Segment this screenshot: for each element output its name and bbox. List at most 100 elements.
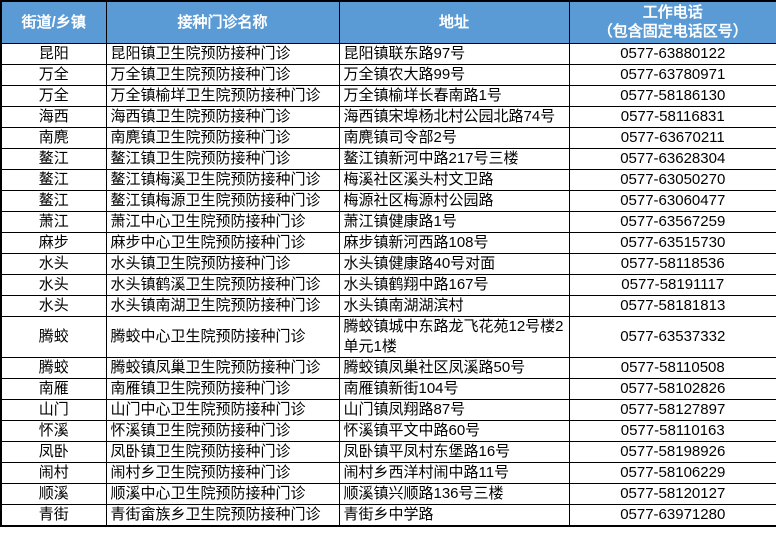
cell-address: 万全镇农大路99号 [338, 63, 570, 86]
cell-town: 水头 [0, 273, 107, 296]
cell-address: 山门镇凤翔路87号 [338, 398, 570, 421]
cell-address: 梅溪社区溪头村文卫路 [338, 168, 570, 191]
cell-address: 鳌江镇新河中路217号三楼 [338, 147, 570, 170]
table-row: 南麂 南麂镇卫生院预防接种门诊 南麂镇司令部2号 0577-63670211 [0, 126, 776, 149]
table-row: 万全 万全镇榆垟卫生院预防接种门诊 万全镇榆垟长春南路1号 0577-58186… [0, 84, 776, 107]
table-row: 腾蛟 腾蛟中心卫生院预防接种门诊 腾蛟镇城中东路龙飞花苑12号楼2单元1楼 05… [0, 315, 776, 358]
cell-town: 鳌江 [0, 168, 107, 191]
cell-phone: 0577-63670211 [568, 126, 776, 149]
cell-town: 萧江 [0, 210, 107, 233]
cell-clinic: 麻步中心卫生院预防接种门诊 [105, 231, 340, 254]
table-row: 水头 水头镇卫生院预防接种门诊 水头镇健康路40号对面 0577-5811853… [0, 252, 776, 275]
cell-town: 山门 [0, 398, 107, 421]
cell-phone: 0577-58198926 [568, 440, 776, 463]
cell-phone: 0577-58116831 [568, 105, 776, 128]
cell-clinic: 鳌江镇梅源卫生院预防接种门诊 [105, 189, 340, 212]
cell-clinic: 万全镇卫生院预防接种门诊 [105, 63, 340, 86]
cell-clinic: 水头镇南湖卫生院预防接种门诊 [105, 294, 340, 317]
table-body: 昆阳 昆阳镇卫生院预防接种门诊 昆阳镇联东路97号 0577-63880122 … [0, 42, 776, 526]
cell-town: 闹村 [0, 461, 107, 484]
cell-town: 鳌江 [0, 189, 107, 212]
cell-address: 水头镇南湖湖滨村 [338, 294, 570, 317]
table-row: 鳌江 鳌江镇卫生院预防接种门诊 鳌江镇新河中路217号三楼 0577-63628… [0, 147, 776, 170]
cell-phone: 0577-58110163 [568, 419, 776, 442]
cell-town: 昆阳 [0, 42, 107, 65]
cell-address: 南麂镇司令部2号 [338, 126, 570, 149]
cell-phone: 0577-58191117 [568, 273, 776, 296]
cell-address: 昆阳镇联东路97号 [338, 42, 570, 65]
cell-clinic: 凤卧镇卫生院预防接种门诊 [105, 440, 340, 463]
cell-phone: 0577-63971280 [568, 503, 776, 526]
cell-town: 顺溪 [0, 482, 107, 505]
cell-town: 腾蛟 [0, 315, 107, 358]
header-row: 街道/乡镇 接种门诊名称 地址 工作电话 （包含固定电话区号） [0, 0, 776, 44]
cell-phone: 0577-58120127 [568, 482, 776, 505]
cell-town: 海西 [0, 105, 107, 128]
cell-address: 万全镇榆垟长春南路1号 [338, 84, 570, 107]
col-header-phone-line2: （包含固定电话区号） [597, 23, 748, 41]
cell-address: 梅源社区梅源村公园路 [338, 189, 570, 212]
cell-address: 麻步镇新河西路108号 [338, 231, 570, 254]
cell-town: 鳌江 [0, 147, 107, 170]
cell-clinic: 鳌江镇梅溪卫生院预防接种门诊 [105, 168, 340, 191]
cell-clinic: 怀溪镇卫生院预防接种门诊 [105, 419, 340, 442]
cell-address: 腾蛟镇城中东路龙飞花苑12号楼2单元1楼 [338, 315, 570, 358]
cell-address: 怀溪镇平文中路60号 [338, 419, 570, 442]
cell-address: 闹村乡西洋村闹中路11号 [338, 461, 570, 484]
table-row: 萧江 萧江中心卫生院预防接种门诊 萧江镇健康路1号 0577-63567259 [0, 210, 776, 233]
cell-phone: 0577-58186130 [568, 84, 776, 107]
cell-clinic: 南麂镇卫生院预防接种门诊 [105, 126, 340, 149]
col-header-phone-line1: 工作电话 [642, 4, 703, 22]
table-row: 怀溪 怀溪镇卫生院预防接种门诊 怀溪镇平文中路60号 0577-58110163 [0, 419, 776, 442]
cell-phone: 0577-58127897 [568, 398, 776, 421]
cell-town: 万全 [0, 63, 107, 86]
table-row: 水头 水头镇南湖卫生院预防接种门诊 水头镇南湖湖滨村 0577-58181813 [0, 294, 776, 317]
cell-address: 凤卧镇平凤村东堡路16号 [338, 440, 570, 463]
cell-address: 水头镇鹤翔中路167号 [338, 273, 570, 296]
table-row: 腾蛟 腾蛟镇凤巢卫生院预防接种门诊 腾蛟镇凤巢社区凤溪路50号 0577-581… [0, 356, 776, 379]
table-row: 海西 海西镇卫生院预防接种门诊 海西镇宋埠杨北村公园北路74号 0577-581… [0, 105, 776, 128]
cell-phone: 0577-58102826 [568, 377, 776, 400]
cell-town: 水头 [0, 294, 107, 317]
cell-phone: 0577-58110508 [568, 356, 776, 379]
cell-clinic: 闹村乡卫生院预防接种门诊 [105, 461, 340, 484]
cell-clinic: 山门中心卫生院预防接种门诊 [105, 398, 340, 421]
table-row: 麻步 麻步中心卫生院预防接种门诊 麻步镇新河西路108号 0577-635157… [0, 231, 776, 254]
table-row: 昆阳 昆阳镇卫生院预防接种门诊 昆阳镇联东路97号 0577-63880122 [0, 42, 776, 65]
cell-address: 腾蛟镇凤巢社区凤溪路50号 [338, 356, 570, 379]
cell-address: 水头镇健康路40号对面 [338, 252, 570, 275]
table-row: 凤卧 凤卧镇卫生院预防接种门诊 凤卧镇平凤村东堡路16号 0577-581989… [0, 440, 776, 463]
table-row: 青街 青街畲族乡卫生院预防接种门诊 青街乡中学路 0577-63971280 [0, 503, 776, 526]
cell-clinic: 腾蛟镇凤巢卫生院预防接种门诊 [105, 356, 340, 379]
cell-clinic: 萧江中心卫生院预防接种门诊 [105, 210, 340, 233]
table-row: 顺溪 顺溪中心卫生院预防接种门诊 顺溪镇兴顺路136号三楼 0577-58120… [0, 482, 776, 505]
col-header-phone: 工作电话 （包含固定电话区号） [568, 0, 776, 44]
table-row: 山门 山门中心卫生院预防接种门诊 山门镇凤翔路87号 0577-58127897 [0, 398, 776, 421]
cell-phone: 0577-63060477 [568, 189, 776, 212]
cell-phone: 0577-63780971 [568, 63, 776, 86]
cell-phone: 0577-63628304 [568, 147, 776, 170]
cell-phone: 0577-58118536 [568, 252, 776, 275]
cell-town: 凤卧 [0, 440, 107, 463]
cell-clinic: 鳌江镇卫生院预防接种门诊 [105, 147, 340, 170]
cell-address: 顺溪镇兴顺路136号三楼 [338, 482, 570, 505]
cell-phone: 0577-63537332 [568, 315, 776, 358]
table-row: 水头 水头镇鹤溪卫生院预防接种门诊 水头镇鹤翔中路167号 0577-58191… [0, 273, 776, 296]
cell-town: 腾蛟 [0, 356, 107, 379]
col-header-town: 街道/乡镇 [0, 0, 107, 44]
cell-clinic: 昆阳镇卫生院预防接种门诊 [105, 42, 340, 65]
table-row: 南雁 南雁镇卫生院预防接种门诊 南雁镇新街104号 0577-58102826 [0, 377, 776, 400]
cell-town: 青街 [0, 503, 107, 526]
cell-clinic: 南雁镇卫生院预防接种门诊 [105, 377, 340, 400]
cell-clinic: 青街畲族乡卫生院预防接种门诊 [105, 503, 340, 526]
cell-clinic: 水头镇卫生院预防接种门诊 [105, 252, 340, 275]
cell-clinic: 水头镇鹤溪卫生院预防接种门诊 [105, 273, 340, 296]
cell-town: 南麂 [0, 126, 107, 149]
cell-clinic: 顺溪中心卫生院预防接种门诊 [105, 482, 340, 505]
cell-town: 怀溪 [0, 419, 107, 442]
cell-address: 萧江镇健康路1号 [338, 210, 570, 233]
cell-address: 青街乡中学路 [338, 503, 570, 526]
cell-clinic: 腾蛟中心卫生院预防接种门诊 [105, 315, 340, 358]
table-row: 闹村 闹村乡卫生院预防接种门诊 闹村乡西洋村闹中路11号 0577-581062… [0, 461, 776, 484]
